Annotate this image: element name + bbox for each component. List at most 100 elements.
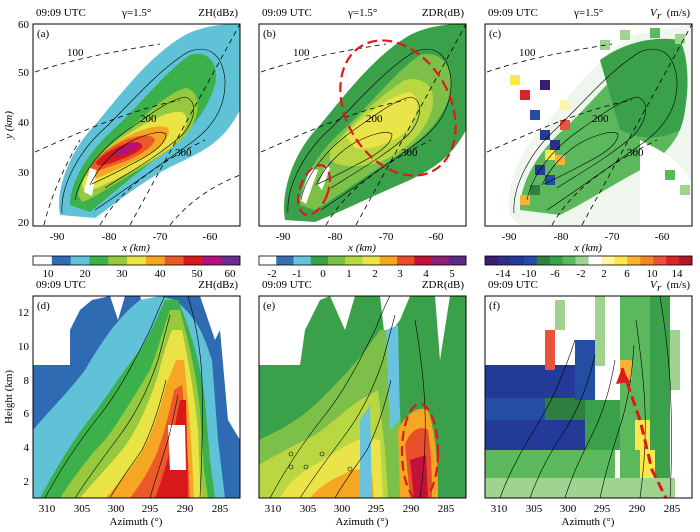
panel-f-variable: V (650, 279, 658, 291)
panel-a-ylabel: y (km) (3, 111, 15, 140)
panel-b-xtick: -80 (328, 231, 343, 243)
panel-d-ylabel: Height (km) (3, 370, 15, 424)
panel-f-field (485, 296, 692, 498)
colorbar-swatch (627, 256, 641, 265)
colorbar-zdr-label: -1 (292, 268, 301, 280)
panel-d-xtick: 290 (177, 503, 194, 515)
colorbar-swatch (485, 256, 499, 265)
colorbar-swatch (328, 256, 346, 265)
panel-f-letter: (f) (489, 300, 500, 312)
panel-f-unit: (m/s) (667, 279, 691, 291)
panel-a-xlabel: x (km) (121, 242, 150, 254)
panel-f-frame (484, 295, 693, 499)
colorbar-swatch (51, 256, 71, 265)
panel-a: 100 200 300 09:09 UTC γ=1.5° ZH(dBz) (a)… (3, 7, 241, 254)
colorbar-swatch (601, 256, 615, 265)
panel-c-letter: (c) (489, 28, 502, 40)
panel-a-elevation: γ=1.5° (121, 7, 151, 19)
panel-a-variable: ZH(dBz) (198, 7, 238, 19)
panel-a-xtick: -80 (102, 231, 117, 243)
panel-b-frame (258, 23, 467, 227)
colorbar-swatch (89, 256, 109, 265)
panel-b-xtick: -70 (379, 231, 394, 243)
panel-a-ytick: 20 (18, 217, 30, 229)
colorbar-vr-label: -2 (576, 268, 585, 280)
colorbar-swatch (127, 256, 147, 265)
panel-a-ytick: 30 (18, 167, 30, 179)
colorbar-zdr-label: 2 (372, 268, 378, 280)
colorbar-zh-label: 50 (192, 268, 204, 280)
colorbar-swatch (653, 256, 667, 265)
panel-f: 09:09 UTC V r (m/s) (f) 310 305 300 295 … (484, 279, 693, 528)
colorbar-swatch (379, 256, 398, 265)
colorbar-swatch (345, 256, 363, 265)
panel-d-field (33, 296, 240, 498)
panel-b-elevation: γ=1.5° (347, 7, 377, 19)
panel-a-field (34, 24, 240, 226)
colorbar-swatch (666, 256, 680, 265)
panel-e-variable: ZDR(dB) (422, 279, 465, 291)
panel-f-xtick: 310 (491, 503, 508, 515)
colorbar-vr-label: 10 (647, 268, 659, 280)
panel-c-xlabel: x (km) (573, 242, 602, 254)
colorbar-swatch (510, 256, 525, 265)
panel-d: 09:09 UTC ZH(dBz) (d) 310 305 300 295 29… (3, 279, 241, 528)
panel-e-letter: (e) (263, 300, 276, 312)
panel-e-field (259, 296, 466, 498)
colorbar-zdr-label: 4 (423, 268, 429, 280)
colorbar-swatch (221, 256, 241, 265)
panel-a-ring-100: 100 (67, 47, 84, 59)
panel-d-letter: (d) (37, 300, 50, 312)
colorbar-zh: 10 20 30 40 50 60 (32, 255, 241, 280)
panel-b-letter: (b) (263, 28, 276, 40)
panel-b-field (260, 24, 466, 226)
panel-d-xtick: 295 (142, 503, 159, 515)
colorbar-swatch (276, 256, 294, 265)
colorbar-swatch (293, 256, 312, 265)
colorbar-vr-label: 6 (624, 268, 630, 280)
colorbar-vr-label: 14 (672, 268, 684, 280)
panel-d-xlabel: Azimuth (°) (110, 516, 163, 528)
colorbar-zdr-label: 1 (346, 268, 352, 280)
colorbar-zh-label: 20 (80, 268, 92, 280)
panel-f-time: 09:09 UTC (488, 279, 538, 291)
panel-e-xlabel: Azimuth (°) (336, 516, 389, 528)
panel-f-variable-sub: r (657, 282, 662, 294)
panel-c-elevation: γ=1.5° (573, 7, 603, 19)
panel-d-ytick: 4 (24, 442, 30, 454)
panel-d-ytick: 12 (18, 307, 29, 319)
panel-b-ring-200: 200 (366, 113, 383, 125)
colorbar-swatch (414, 256, 432, 265)
panel-e-xtick: 285 (438, 503, 455, 515)
colorbar-swatch (575, 256, 589, 265)
panel-f-xtick: 295 (594, 503, 611, 515)
panel-f-xtick: 300 (560, 503, 577, 515)
panel-e-xtick: 295 (368, 503, 385, 515)
panel-f-xtick: 305 (526, 503, 543, 515)
panel-a-xtick: -70 (153, 231, 168, 243)
panel-a-ytick: 60 (18, 19, 30, 31)
colorbar-vr-label: 2 (601, 268, 607, 280)
panel-c-variable-sub: r (657, 10, 662, 22)
colorbar-swatch (431, 256, 450, 265)
panel-c-ring-200: 200 (592, 113, 609, 125)
colorbar-swatch (362, 256, 381, 265)
panel-f-xlabel: Azimuth (°) (562, 516, 615, 528)
colorbar-swatch (497, 256, 512, 265)
colorbar-zdr: -2 -1 0 1 2 3 4 5 (258, 255, 467, 280)
panel-d-xtick: 310 (39, 503, 56, 515)
panel-a-xtick: -90 (50, 231, 65, 243)
panel-e-time: 09:09 UTC (262, 279, 312, 291)
panel-a-xtick: -60 (203, 231, 218, 243)
colorbar-swatch (397, 256, 415, 265)
panel-f-xtick: 285 (664, 503, 681, 515)
colorbar-swatch (70, 256, 90, 265)
panel-a-time: 09:09 UTC (36, 7, 86, 19)
colorbar-zh-label: 60 (225, 268, 237, 280)
panel-b-ring-100: 100 (293, 47, 310, 59)
panel-a-letter: (a) (37, 28, 50, 40)
panel-c-field (486, 24, 692, 226)
colorbar-swatch (562, 256, 576, 265)
panel-a-ytick: 40 (18, 117, 30, 129)
